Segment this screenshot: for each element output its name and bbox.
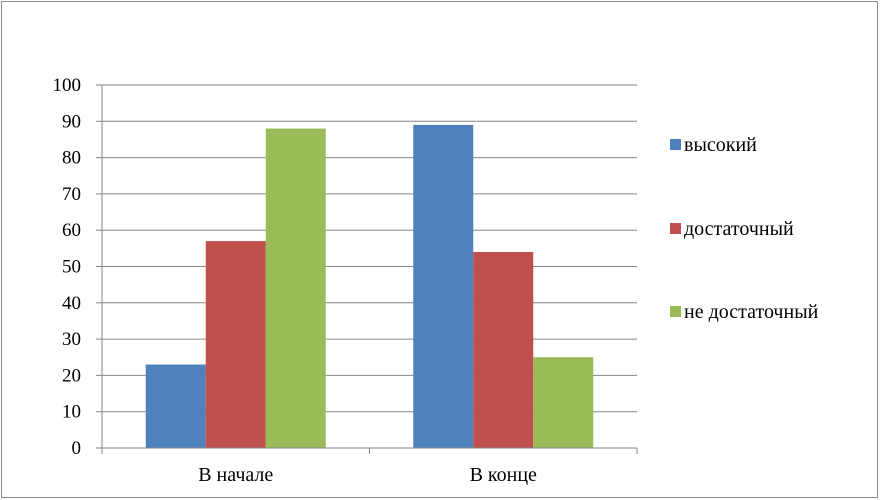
y-tick-label: 80 bbox=[62, 148, 81, 169]
y-tick-label: 70 bbox=[62, 184, 81, 205]
legend-label: не достаточный bbox=[684, 301, 819, 323]
bar bbox=[265, 128, 326, 448]
legend: высокий достаточный не достаточный bbox=[670, 134, 819, 323]
y-axis-ticks: 0 10 20 30 40 50 60 70 80 90 100 bbox=[53, 75, 102, 459]
y-tick-label: 60 bbox=[62, 220, 81, 241]
bars bbox=[145, 124, 594, 449]
bar bbox=[145, 364, 206, 448]
y-tick-label: 0 bbox=[72, 438, 82, 459]
legend-label: высокий bbox=[684, 134, 757, 156]
legend-swatch bbox=[670, 139, 681, 150]
legend-swatch bbox=[670, 223, 681, 234]
axes bbox=[101, 85, 638, 454]
x-category-label: В конце bbox=[470, 464, 537, 486]
x-axis-labels: В начале В конце bbox=[198, 464, 537, 486]
y-tick-label: 100 bbox=[53, 75, 82, 96]
y-tick-label: 50 bbox=[62, 257, 81, 278]
bar bbox=[533, 357, 594, 448]
y-tick-label: 90 bbox=[62, 111, 81, 132]
y-tick-label: 40 bbox=[62, 293, 81, 314]
legend-swatch bbox=[670, 306, 681, 317]
legend-label: достаточный bbox=[684, 218, 794, 240]
y-tick-label: 10 bbox=[62, 402, 81, 423]
y-tick-label: 30 bbox=[62, 329, 81, 350]
bar bbox=[473, 251, 534, 448]
x-category-label: В начале bbox=[198, 464, 273, 486]
y-tick-label: 20 bbox=[62, 365, 81, 386]
bar bbox=[413, 124, 474, 449]
bar bbox=[205, 241, 266, 448]
